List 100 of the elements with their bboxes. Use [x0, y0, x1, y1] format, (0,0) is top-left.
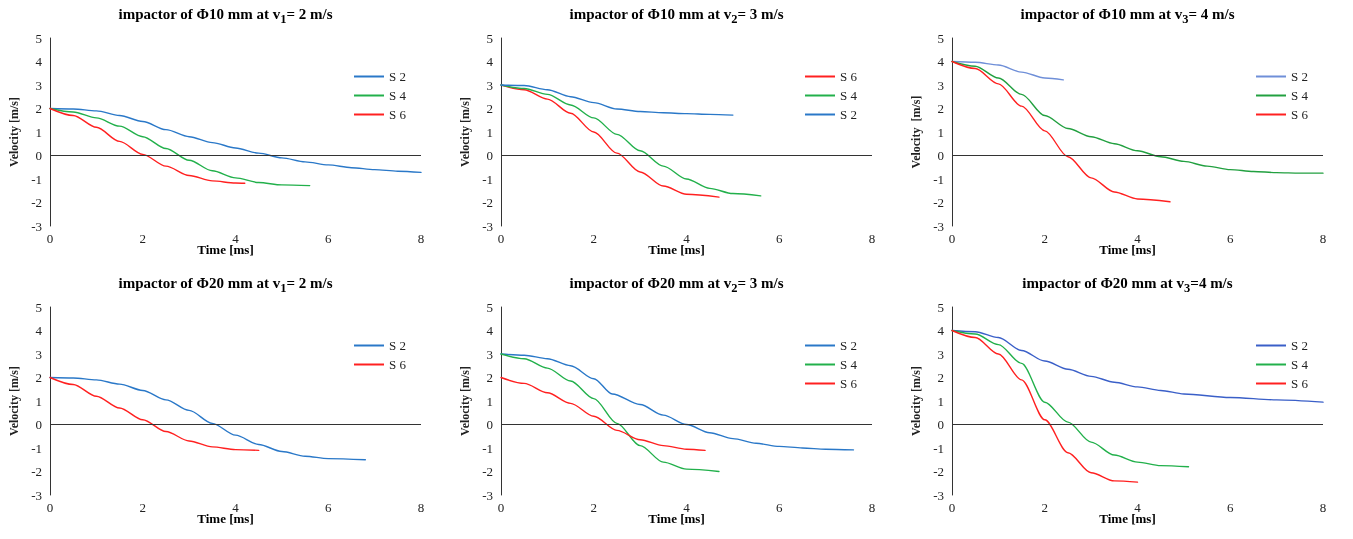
x-tick-label: 6	[776, 231, 783, 246]
legend-label: S 6	[389, 107, 407, 122]
x-tick-label: 8	[868, 500, 876, 515]
line-series	[951, 60, 1324, 174]
x-tick-label: 2	[590, 500, 597, 515]
y-tick-label: 5	[937, 299, 944, 315]
x-tick-label: 2	[590, 231, 597, 246]
y-tick-label: 4	[937, 54, 945, 69]
y-tick-label: 1	[486, 124, 493, 140]
x-tick-label: 8	[868, 231, 876, 246]
y-tick-label: 5	[486, 30, 493, 46]
legend-label: S 2	[1291, 338, 1308, 353]
line-series	[49, 376, 367, 461]
legend-label: S 2	[840, 338, 857, 353]
y-tick-label: 1	[35, 124, 42, 140]
y-tick-label: 0	[35, 417, 42, 432]
x-tick-label: 8	[417, 231, 425, 246]
y-tick-label: -2	[933, 195, 944, 210]
y-tick-label: -1	[933, 440, 944, 456]
legend-label: S 6	[840, 69, 858, 84]
line-series	[49, 107, 246, 184]
chart-title: impactor of Φ20 mm at v$_{3}$=4 m/s	[1021, 275, 1234, 296]
line-series	[951, 60, 1171, 203]
y-axis-title: Velocity [m/s]	[909, 366, 923, 436]
y-tick-label: -2	[31, 464, 42, 479]
y-tick-label: -1	[31, 171, 42, 187]
legend-label: S 2	[389, 69, 406, 84]
y-tick-label: 0	[35, 148, 42, 163]
line-series	[500, 353, 855, 451]
y-tick-label: 4	[486, 323, 494, 338]
y-tick-label: 3	[486, 346, 493, 362]
line-series	[49, 107, 311, 187]
y-tick-label: 0	[486, 148, 493, 163]
y-tick-label: 2	[937, 370, 944, 385]
y-axis-title: Velocity [m/s]	[909, 95, 923, 169]
y-tick-label: 5	[937, 30, 944, 46]
y-tick-label: 4	[937, 323, 945, 338]
y-tick-label: 3	[486, 77, 493, 93]
legend-label: S 4	[1291, 357, 1309, 372]
x-tick-label: 0	[948, 231, 956, 246]
x-tick-label: 2	[1041, 500, 1048, 515]
y-axis-title: Velocity [m/s]	[7, 97, 21, 167]
chart-title: impactor of Φ10 mm at v$_{1}$= 2 m/s	[117, 6, 334, 27]
y-tick-label: 1	[486, 393, 493, 409]
y-tick-label: -3	[31, 218, 42, 234]
x-tick-label: 0	[948, 500, 956, 515]
y-tick-label: 3	[35, 346, 42, 362]
y-tick-label: -3	[482, 218, 493, 234]
y-tick-label: 4	[35, 54, 43, 69]
y-tick-label: 0	[486, 417, 493, 432]
y-tick-label: 3	[35, 77, 42, 93]
y-tick-label: -1	[933, 171, 944, 187]
line-series	[500, 376, 706, 452]
y-tick-label: 3	[937, 77, 944, 93]
chart-title: impactor of Φ20 mm at v$_{2}$= 3 m/s	[568, 275, 785, 296]
legend-label: S 4	[840, 88, 858, 103]
legend-label: S 2	[389, 338, 406, 353]
legend-label: S 6	[389, 357, 407, 372]
y-tick-label: -1	[482, 440, 493, 456]
line-series	[500, 84, 734, 116]
x-tick-label: 6	[325, 500, 332, 515]
y-tick-label: 2	[35, 370, 42, 385]
chart-title: impactor of Φ10 mm at v$_{3}$= 4 m/s	[1019, 6, 1236, 27]
x-tick-label: 0	[46, 500, 54, 515]
x-tick-label: 8	[1319, 231, 1327, 246]
x-tick-label: 6	[1227, 231, 1234, 246]
legend-label: S 2	[840, 107, 857, 122]
legend-label: S 2	[1291, 69, 1308, 84]
x-tick-label: 6	[1227, 500, 1234, 515]
x-tick-label: 0	[497, 500, 505, 515]
y-axis-title: Velocity [m/s]	[458, 366, 472, 436]
legend-label: S 6	[1291, 107, 1309, 122]
y-tick-label: -1	[482, 171, 493, 187]
line-series	[49, 376, 260, 452]
legend-label: S 4	[1291, 88, 1309, 103]
y-axis-title: Velocity [m/s]	[458, 97, 472, 167]
y-tick-label: -2	[31, 195, 42, 210]
y-tick-label: -3	[31, 487, 42, 503]
chart-title: impactor of Φ10 mm at v$_{2}$= 3 m/s	[568, 6, 785, 27]
y-tick-label: -2	[933, 464, 944, 479]
legend-label: S 6	[1291, 376, 1309, 391]
y-tick-label: 1	[35, 393, 42, 409]
y-tick-label: 3	[937, 346, 944, 362]
y-tick-label: 2	[486, 370, 493, 385]
y-tick-label: -3	[482, 487, 493, 503]
y-tick-label: -3	[933, 218, 944, 234]
y-tick-label: -2	[482, 195, 493, 210]
x-tick-label: 6	[776, 500, 783, 515]
y-tick-label: 5	[486, 299, 493, 315]
y-tick-label: 2	[35, 101, 42, 116]
legend-label: S 4	[389, 88, 407, 103]
line-series	[500, 353, 720, 473]
x-tick-label: 0	[497, 231, 505, 246]
y-tick-label: 4	[486, 54, 494, 69]
y-tick-label: 5	[35, 299, 42, 315]
y-tick-label: 2	[486, 101, 493, 116]
x-tick-label: 2	[1041, 231, 1048, 246]
y-tick-label: 0	[937, 417, 944, 432]
y-axis-title: Velocity [m/s]	[7, 366, 21, 436]
line-series	[951, 329, 1190, 468]
